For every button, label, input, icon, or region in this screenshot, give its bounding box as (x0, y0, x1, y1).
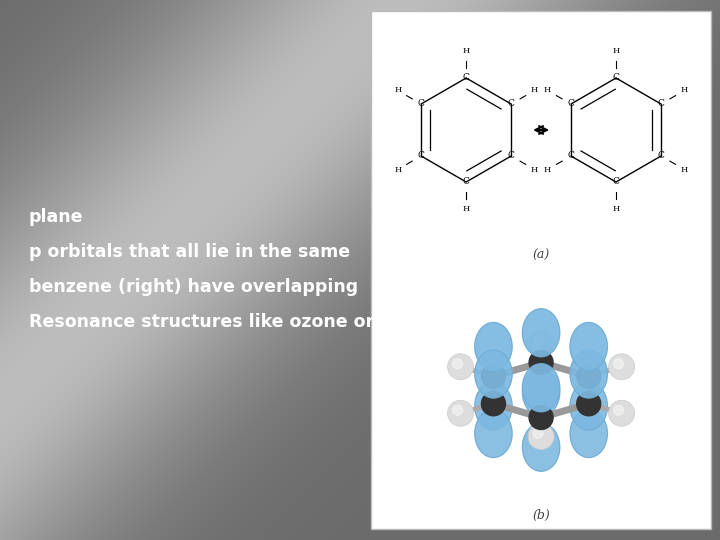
Ellipse shape (570, 409, 608, 457)
Text: C: C (657, 152, 665, 160)
Text: H: H (462, 47, 469, 55)
Text: C: C (567, 99, 575, 109)
Text: C: C (463, 178, 469, 186)
Ellipse shape (523, 364, 559, 411)
Text: p orbitals that all lie in the same: p orbitals that all lie in the same (29, 243, 350, 261)
Circle shape (529, 350, 553, 375)
Text: H: H (394, 166, 401, 173)
Text: H: H (531, 166, 539, 173)
Circle shape (608, 400, 634, 426)
Text: (a): (a) (533, 248, 549, 261)
Text: H: H (544, 86, 552, 94)
Circle shape (482, 392, 505, 416)
Ellipse shape (570, 322, 608, 370)
Circle shape (528, 423, 554, 449)
Text: H: H (613, 47, 620, 55)
Text: C: C (613, 73, 619, 83)
Text: C: C (418, 99, 425, 109)
Circle shape (448, 354, 474, 380)
Text: H: H (394, 86, 401, 94)
Circle shape (613, 359, 624, 369)
Ellipse shape (523, 309, 559, 357)
Circle shape (482, 364, 505, 388)
Ellipse shape (474, 409, 512, 457)
Text: plane: plane (29, 208, 84, 226)
Text: C: C (418, 152, 425, 160)
Ellipse shape (570, 382, 608, 430)
Ellipse shape (523, 423, 559, 471)
Text: Resonance structures like ozone or: Resonance structures like ozone or (29, 313, 374, 331)
Ellipse shape (474, 322, 512, 370)
Circle shape (448, 400, 474, 426)
Text: C: C (508, 99, 515, 109)
Ellipse shape (474, 350, 512, 398)
Circle shape (528, 330, 554, 356)
Circle shape (533, 429, 543, 438)
Text: H: H (462, 205, 469, 213)
Text: C: C (613, 178, 619, 186)
Text: H: H (544, 166, 552, 173)
Circle shape (613, 405, 624, 415)
Circle shape (453, 359, 462, 369)
Ellipse shape (570, 350, 608, 398)
Circle shape (533, 335, 543, 346)
Text: H: H (613, 205, 620, 213)
FancyBboxPatch shape (371, 11, 711, 529)
Circle shape (529, 406, 553, 429)
Circle shape (608, 354, 634, 380)
Circle shape (577, 364, 600, 388)
Text: H: H (681, 86, 688, 94)
Text: H: H (531, 86, 539, 94)
Text: C: C (463, 73, 469, 83)
Text: C: C (657, 99, 665, 109)
Circle shape (453, 405, 462, 415)
Text: benzene (right) have overlapping: benzene (right) have overlapping (29, 278, 358, 296)
Text: H: H (681, 166, 688, 173)
Text: (b): (b) (532, 509, 550, 522)
Ellipse shape (523, 368, 559, 416)
Ellipse shape (474, 382, 512, 430)
Circle shape (577, 392, 600, 416)
Text: C: C (567, 152, 575, 160)
Text: C: C (508, 152, 515, 160)
